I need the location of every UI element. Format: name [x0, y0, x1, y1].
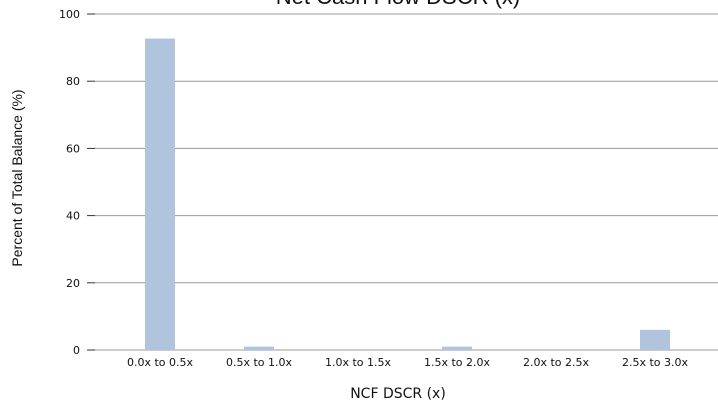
y-tick-label: 20 — [66, 277, 80, 290]
gridlines — [87, 13, 718, 351]
x-tick-label: 2.0x to 2.5x — [523, 356, 590, 369]
y-tick-label: 0 — [73, 344, 80, 357]
y-tick-label: 60 — [66, 142, 80, 155]
x-tick-labels: 0.0x to 0.5x 0.5x to 1.0x 1.0x to 1.5x 1.5x… — [127, 356, 689, 369]
x-tick-label: 1.0x to 1.5x — [325, 356, 392, 369]
bar — [145, 38, 175, 350]
y-tick-labels: 0 20 40 60 80 100 — [59, 8, 80, 357]
x-tick-label: 0.5x to 1.0x — [226, 356, 293, 369]
x-tick-label: 1.5x to 2.0x — [424, 356, 491, 369]
y-tick-label: 40 — [66, 210, 80, 223]
chart-title: Net Cash Flow DSCR (x) — [276, 0, 520, 9]
y-axis-label: Percent of Total Balance (%) — [9, 89, 25, 266]
x-tick-label: 2.5x to 3.0x — [622, 356, 689, 369]
x-tick-label: 0.0x to 0.5x — [127, 356, 194, 369]
y-tick-label: 100 — [59, 8, 80, 21]
bar — [244, 346, 274, 350]
y-tick-label: 80 — [66, 75, 80, 88]
bar — [442, 346, 472, 350]
x-axis-label: NCF DSCR (x) — [350, 386, 446, 402]
bar — [640, 329, 670, 350]
bars — [145, 38, 670, 350]
